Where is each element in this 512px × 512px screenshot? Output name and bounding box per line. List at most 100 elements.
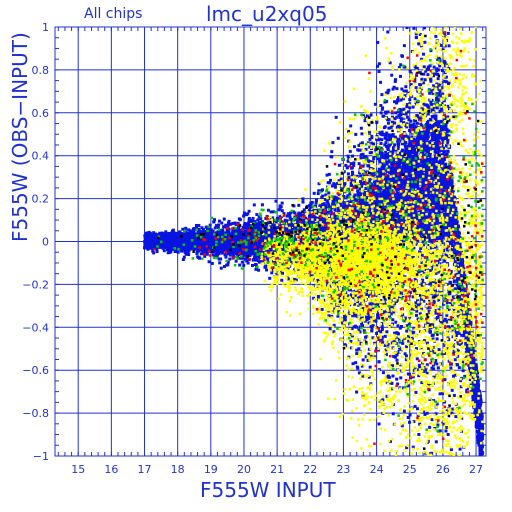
data-point	[446, 31, 450, 35]
data-point	[404, 85, 408, 89]
data-point	[414, 32, 418, 36]
data-point	[213, 226, 217, 230]
data-point	[402, 409, 406, 413]
data-point	[380, 327, 384, 331]
data-point	[358, 312, 362, 316]
data-point	[452, 374, 456, 378]
data-point	[456, 329, 460, 333]
data-point	[211, 253, 215, 257]
data-point	[405, 27, 409, 30]
data-point	[431, 363, 435, 367]
data-point	[417, 433, 421, 437]
data-point	[334, 199, 338, 203]
data-point	[400, 54, 404, 58]
data-point	[452, 280, 456, 284]
data-point	[408, 69, 412, 73]
data-point	[316, 192, 320, 196]
data-point	[393, 121, 397, 125]
data-point	[359, 126, 363, 130]
data-point	[332, 203, 336, 207]
data-point	[370, 141, 374, 145]
data-point	[280, 209, 284, 213]
data-point	[402, 261, 406, 265]
data-point	[446, 433, 450, 437]
data-point	[390, 73, 394, 77]
data-point	[440, 293, 444, 297]
data-point	[297, 203, 301, 207]
data-point	[402, 121, 406, 125]
data-point	[360, 182, 364, 186]
data-point	[213, 254, 217, 258]
data-point	[395, 377, 399, 381]
data-point	[457, 331, 461, 335]
data-point	[420, 77, 424, 81]
data-point	[370, 329, 374, 333]
data-point	[417, 363, 421, 367]
data-point	[432, 74, 436, 78]
data-point	[353, 193, 357, 197]
data-point	[380, 338, 384, 342]
data-point	[387, 160, 391, 164]
data-point	[398, 151, 402, 155]
data-point	[216, 226, 220, 230]
data-point	[312, 191, 316, 195]
data-point	[420, 261, 424, 265]
data-point	[401, 97, 405, 101]
data-point	[316, 294, 320, 298]
data-point	[387, 126, 391, 130]
data-point	[377, 316, 381, 320]
data-point	[247, 216, 251, 220]
data-point	[371, 336, 375, 340]
data-point	[452, 308, 456, 312]
data-point	[346, 154, 350, 158]
data-point	[399, 376, 403, 380]
data-point	[463, 374, 467, 378]
data-point	[394, 78, 398, 82]
data-point	[377, 422, 381, 426]
data-point	[471, 367, 475, 371]
data-point	[238, 228, 242, 232]
data-point	[381, 106, 385, 110]
data-point	[396, 324, 400, 328]
data-point	[399, 363, 403, 367]
data-point	[371, 324, 375, 328]
data-point	[396, 98, 400, 102]
data-point	[405, 324, 409, 328]
data-point	[344, 273, 348, 277]
data-point	[390, 387, 394, 391]
data-point	[415, 114, 419, 118]
data-point	[324, 206, 328, 210]
data-point	[228, 257, 232, 261]
data-point	[222, 217, 226, 221]
data-point	[416, 89, 420, 93]
data-point	[430, 451, 434, 455]
data-point	[466, 358, 470, 362]
data-point	[445, 426, 449, 430]
data-point	[425, 303, 429, 307]
data-point	[383, 125, 387, 129]
data-point	[430, 114, 434, 118]
data-point	[388, 314, 392, 318]
data-point	[418, 366, 422, 370]
data-point	[437, 85, 441, 89]
data-point	[320, 205, 324, 209]
data-point	[427, 299, 431, 303]
data-point	[257, 268, 261, 272]
data-point	[391, 318, 395, 322]
data-point	[301, 200, 305, 204]
data-point	[367, 352, 371, 356]
data-point	[443, 343, 447, 347]
data-point	[412, 129, 416, 133]
data-point	[429, 208, 433, 212]
data-point	[392, 146, 396, 150]
data-point	[402, 112, 406, 116]
data-point	[434, 311, 438, 315]
data-point	[452, 393, 456, 397]
data-point	[435, 92, 439, 96]
data-point	[445, 130, 449, 134]
data-point	[405, 345, 409, 349]
data-point	[183, 249, 187, 253]
data-point	[357, 347, 361, 351]
data-point	[291, 210, 295, 214]
data-point	[384, 348, 388, 352]
